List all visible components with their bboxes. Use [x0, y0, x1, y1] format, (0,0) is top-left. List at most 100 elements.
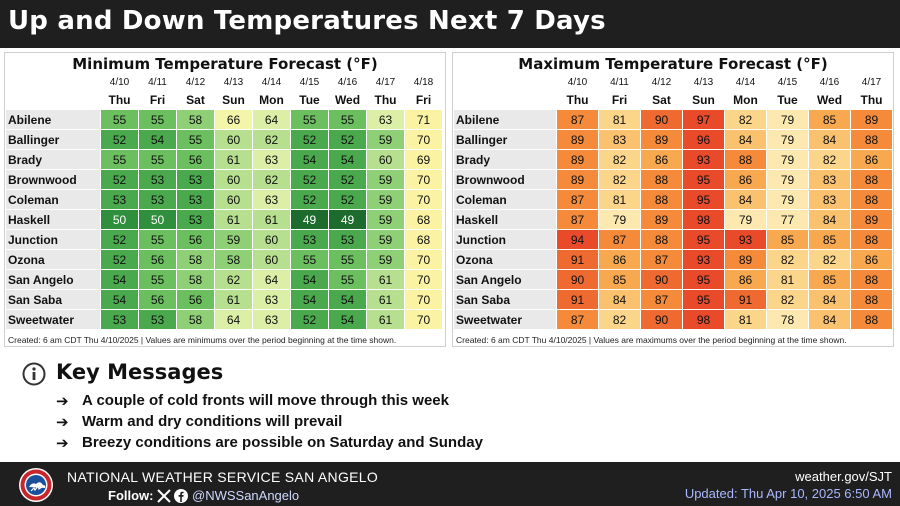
- temperature-cell: 54: [100, 289, 139, 310]
- date-header: 4/14: [724, 73, 767, 91]
- header-corner: [5, 73, 101, 91]
- temperature-cell: 60: [252, 249, 291, 270]
- temperature-cell: 52: [290, 169, 329, 190]
- social-handle[interactable]: @NWSSanAngelo: [192, 488, 300, 503]
- temperature-cell: 70: [404, 309, 443, 330]
- table-row: Brady 89 82 86 93 88 79 82 86: [453, 149, 893, 170]
- city-name: San Angelo: [5, 269, 101, 290]
- day-header: Wed: [328, 90, 367, 110]
- temperature-cell: 88: [850, 169, 893, 190]
- date-header: 4/16: [808, 73, 851, 91]
- temperature-cell: 61: [214, 149, 253, 170]
- table-row: Brady 55 55 56 61 63 54 54 60 69: [5, 149, 443, 170]
- min-temperature-table: 4/10 4/11 4/12 4/13 4/14 4/15 4/16 4/17 4/18 Thu F…: [5, 73, 443, 330]
- table-row: San Angelo 90 85 90 95 86 81 85 88: [453, 269, 893, 290]
- day-header: Sat: [176, 90, 215, 110]
- temperature-cell: 87: [640, 249, 683, 270]
- table-row: Ballinger 52 54 55 60 62 52 52 59 70: [5, 129, 443, 150]
- date-header: 4/13: [682, 73, 725, 91]
- temperature-cell: 87: [598, 229, 641, 250]
- temperature-cell: 87: [556, 309, 599, 330]
- key-messages-title: Key Messages: [56, 360, 224, 384]
- date-header: 4/18: [404, 73, 443, 91]
- day-header: Fri: [598, 90, 641, 110]
- day-header: Fri: [138, 90, 177, 110]
- min-temperature-panel: Minimum Temperature Forecast (°F) 4/10 4/…: [4, 52, 446, 347]
- temperature-cell: 64: [252, 269, 291, 290]
- temperature-cell: 55: [138, 269, 177, 290]
- temperature-cell: 88: [640, 189, 683, 210]
- table-row: Junction 52 55 56 59 60 53 53 59 68: [5, 229, 443, 250]
- temperature-cell: 83: [808, 189, 851, 210]
- temperature-cell: 70: [404, 249, 443, 270]
- nws-logo-icon: [19, 468, 53, 502]
- temperature-cell: 88: [850, 309, 893, 330]
- city-name: Sweetwater: [5, 309, 101, 330]
- date-header: 4/12: [176, 73, 215, 91]
- temperature-cell: 64: [252, 109, 291, 130]
- temperature-cell: 88: [850, 269, 893, 290]
- day-header: Fri: [404, 90, 443, 110]
- temperature-cell: 82: [766, 249, 809, 270]
- facebook-icon[interactable]: [174, 489, 188, 503]
- temperature-cell: 84: [724, 129, 767, 150]
- table-row: San Angelo 54 55 58 62 64 54 55 61 70: [5, 269, 443, 290]
- date-header: 4/15: [766, 73, 809, 91]
- city-name: Ballinger: [453, 129, 557, 150]
- temperature-cell: 82: [598, 309, 641, 330]
- temperature-cell: 98: [682, 309, 725, 330]
- arrow-right-icon: ➔: [56, 412, 69, 431]
- temperature-cell: 49: [328, 209, 367, 230]
- temperature-cell: 61: [214, 209, 253, 230]
- temperature-cell: 53: [176, 209, 215, 230]
- temperature-cell: 89: [556, 169, 599, 190]
- temperature-cell: 79: [766, 169, 809, 190]
- updated-timestamp: Updated: Thu Apr 10, 2025 6:50 AM: [684, 486, 892, 501]
- temperature-cell: 52: [290, 189, 329, 210]
- temperature-cell: 71: [404, 109, 443, 130]
- temperature-cell: 81: [724, 309, 767, 330]
- temperature-cell: 55: [290, 249, 329, 270]
- date-header: 4/15: [290, 73, 329, 91]
- table-row: Junction 94 87 88 95 93 85 85 88: [453, 229, 893, 250]
- day-header: Sun: [682, 90, 725, 110]
- temperature-cell: 61: [366, 269, 405, 290]
- date-header: 4/10: [556, 73, 599, 91]
- temperature-cell: 49: [290, 209, 329, 230]
- day-header: Thu: [556, 90, 599, 110]
- day-header: Mon: [252, 90, 291, 110]
- temperature-cell: 88: [850, 229, 893, 250]
- header-bar: Up and Down Temperatures Next 7 Days: [0, 0, 900, 48]
- temperature-cell: 79: [766, 109, 809, 130]
- temperature-cell: 86: [850, 149, 893, 170]
- temperature-cell: 55: [328, 269, 367, 290]
- table-row: Haskell 87 79 89 98 79 77 84 89: [453, 209, 893, 230]
- temperature-cell: 82: [724, 109, 767, 130]
- temperature-cell: 53: [176, 189, 215, 210]
- temperature-cell: 90: [640, 109, 683, 130]
- table-row: Abilene 55 55 58 66 64 55 55 63 71: [5, 109, 443, 130]
- temperature-cell: 90: [640, 309, 683, 330]
- temperature-cell: 59: [366, 209, 405, 230]
- day-header: Tue: [290, 90, 329, 110]
- temperature-cell: 85: [808, 269, 851, 290]
- temperature-cell: 87: [556, 109, 599, 130]
- x-icon[interactable]: [157, 489, 171, 503]
- day-header-row: Thu Fri Sat Sun Mon Tue Wed Thu Fri: [5, 90, 443, 110]
- temperature-cell: 61: [252, 209, 291, 230]
- website-link[interactable]: weather.gov/SJT: [795, 469, 892, 484]
- date-header: 4/10: [100, 73, 139, 91]
- header-corner: [453, 73, 557, 91]
- temperature-cell: 81: [598, 189, 641, 210]
- temperature-cell: 87: [556, 209, 599, 230]
- key-message-item: ➔ Warm and dry conditions will prevail: [56, 411, 483, 432]
- temperature-cell: 89: [640, 209, 683, 230]
- temperature-cell: 83: [598, 129, 641, 150]
- temperature-cell: 63: [252, 189, 291, 210]
- temperature-cell: 85: [808, 229, 851, 250]
- page-title: Up and Down Temperatures Next 7 Days: [8, 6, 606, 36]
- temperature-cell: 68: [404, 229, 443, 250]
- temperature-cell: 54: [100, 269, 139, 290]
- min-panel-title: Minimum Temperature Forecast (°F): [72, 55, 378, 73]
- table-row: Brownwood 52 53 53 60 62 52 52 59 70: [5, 169, 443, 190]
